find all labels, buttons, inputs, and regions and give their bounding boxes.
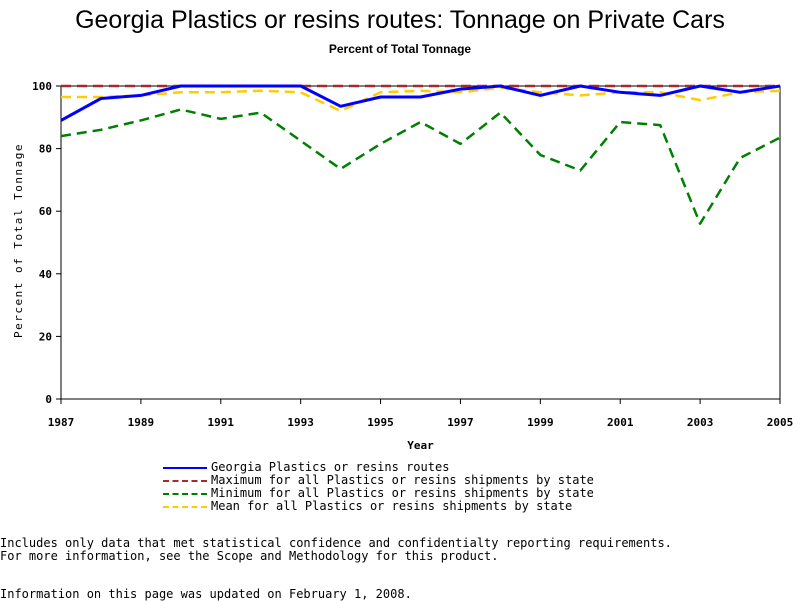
y-tick-label: 100 (32, 80, 52, 93)
y-tick-label: 0 (45, 393, 52, 406)
note-methodology: For more information, see the Scope and … (0, 549, 499, 563)
x-tick-label: 1995 (367, 416, 394, 429)
y-tick-label: 60 (39, 205, 52, 218)
note-confidence: Includes only data that met statistical … (0, 536, 672, 550)
series-group (60, 84, 781, 225)
legend-item: Minimum for all Plastics or resins shipm… (163, 487, 594, 500)
y-tick-label: 20 (39, 330, 52, 343)
x-tick-label: 2005 (767, 416, 794, 429)
plot-frame (60, 85, 781, 400)
y-axis-label: Percent of Total Tonnage (12, 143, 25, 338)
legend-label: Mean for all Plastics or resins shipment… (211, 499, 573, 513)
x-tick-label: 1991 (208, 416, 235, 429)
x-tick-label: 2003 (687, 416, 714, 429)
y-axis-ticks: 0 20 40 60 80 100 (32, 80, 61, 406)
legend-item: Maximum for all Plastics or resins shipm… (163, 474, 594, 487)
legend-swatch (163, 505, 207, 508)
x-tick-label: 2001 (607, 416, 634, 429)
y-tick-label: 80 (39, 143, 52, 156)
x-tick-label: 1999 (527, 416, 554, 429)
chart-legend: Georgia Plastics or resins routes Maximum… (163, 461, 594, 513)
legend-swatch (163, 466, 207, 469)
line-chart: 0 20 40 60 80 100 1987 1989 1991 1993 1995 1997 199… (12, 80, 794, 452)
series-line-1 (60, 84, 781, 122)
plot-border (60, 85, 781, 400)
legend-item: Georgia Plastics or resins routes (163, 461, 594, 474)
legend-swatch (163, 492, 207, 495)
x-tick-label: 1997 (447, 416, 474, 429)
x-tick-label: 1989 (128, 416, 155, 429)
chart-subtitle: Percent of Total Tonnage (328, 42, 472, 56)
note-updated: Information on this page was updated on … (0, 587, 412, 601)
legend-swatch (163, 479, 207, 482)
x-axis-label: Year (407, 439, 434, 452)
legend-item: Mean for all Plastics or resins shipment… (163, 500, 594, 513)
y-tick-label: 40 (39, 268, 52, 281)
x-tick-label: 1993 (287, 416, 314, 429)
legend-label: Georgia Plastics or resins routes (211, 460, 450, 474)
x-tick-label: 1987 (48, 416, 75, 429)
series-line-3 (60, 108, 781, 225)
chart-title: Georgia Plastics or resins routes: Tonna… (75, 6, 725, 34)
legend-label: Maximum for all Plastics or resins shipm… (211, 473, 594, 487)
legend-label: Minimum for all Plastics or resins shipm… (211, 486, 594, 500)
x-axis-ticks: 1987 1989 1991 1993 1995 1997 1999 2001 2003 2005 (48, 399, 794, 429)
series-line-4 (61, 86, 781, 113)
